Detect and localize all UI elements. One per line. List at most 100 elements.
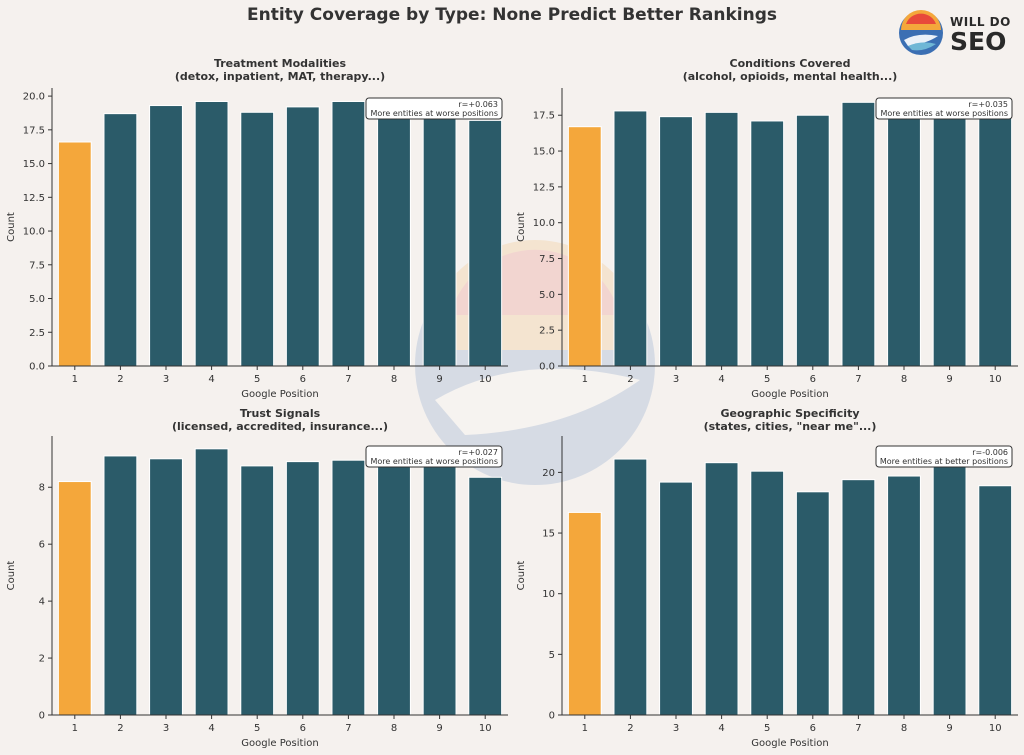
chart-title: Trust Signals <box>240 407 321 420</box>
y-tick-label: 20.0 <box>23 92 45 103</box>
annotation-direction: More entities at better positions <box>880 457 1008 466</box>
annotation-box <box>365 445 503 468</box>
annotation-correlation: r=+0.035 <box>968 100 1008 109</box>
x-tick-label: 8 <box>391 723 397 734</box>
bar-position-10 <box>468 476 503 716</box>
x-tick-label: 9 <box>436 374 442 385</box>
y-tick-label: 17.5 <box>533 111 555 122</box>
x-tick-label: 5 <box>254 374 260 385</box>
figure-title: Entity Coverage by Type: None Predict Be… <box>247 5 777 25</box>
y-tick-label: 5.0 <box>539 290 555 301</box>
bar-position-4 <box>704 111 739 367</box>
bar-position-8 <box>377 110 411 367</box>
x-tick-label: 1 <box>72 723 78 734</box>
x-tick-label: 9 <box>946 723 952 734</box>
bar-position-10 <box>978 111 1013 367</box>
y-tick-label: 2 <box>39 654 45 665</box>
chart-geographic-specificity: Geographic Specificity(states, cities, "… <box>516 407 1018 749</box>
bar-position-6 <box>795 114 830 367</box>
annotation-direction: More entities at worse positions <box>370 109 498 118</box>
x-tick-label: 5 <box>764 374 770 385</box>
bar-position-5 <box>750 120 785 367</box>
y-axis-label: Count <box>516 561 527 591</box>
x-tick-label: 7 <box>345 723 351 734</box>
y-tick-label: 7.5 <box>539 254 555 265</box>
bar-position-4 <box>194 448 229 716</box>
x-axis-label: Google Position <box>241 738 318 749</box>
y-tick-label: 2.5 <box>29 328 45 339</box>
bar-position-9 <box>932 106 967 367</box>
annotation-box <box>365 97 503 120</box>
x-tick-label: 7 <box>855 374 861 385</box>
bar-position-3 <box>149 458 183 716</box>
y-tick-label: 15 <box>542 529 555 540</box>
x-tick-label: 10 <box>989 723 1002 734</box>
bar-position-8 <box>887 106 921 367</box>
x-tick-label: 9 <box>946 374 952 385</box>
bar-position-5 <box>240 111 275 367</box>
chart-subtitle: (states, cities, "near me"...) <box>704 420 877 433</box>
x-tick-label: 8 <box>391 374 397 385</box>
bar-position-6 <box>285 106 320 367</box>
y-tick-label: 7.5 <box>29 260 45 271</box>
y-tick-label: 5 <box>549 650 555 661</box>
chart-subtitle: (detox, inpatient, MAT, therapy...) <box>175 70 385 83</box>
x-tick-label: 4 <box>208 723 214 734</box>
bar-position-4 <box>194 100 229 367</box>
x-tick-label: 10 <box>479 723 492 734</box>
x-tick-label: 7 <box>345 374 351 385</box>
bar-position-9 <box>932 450 967 716</box>
chart-title: Geographic Specificity <box>720 407 859 420</box>
annotation-correlation: r=+0.027 <box>458 448 498 457</box>
y-tick-label: 4 <box>39 597 45 608</box>
logo-icon <box>899 10 943 55</box>
chart-treatment-modalities: Treatment Modalities(detox, inpatient, M… <box>6 57 508 400</box>
bar-position-1 <box>57 481 92 716</box>
y-axis-label: Count <box>6 561 17 591</box>
bar-position-8 <box>377 463 411 716</box>
x-tick-label: 6 <box>810 374 816 385</box>
bar-position-1 <box>57 141 92 367</box>
x-tick-label: 3 <box>673 723 679 734</box>
chart-conditions-covered: Conditions Covered(alcohol, opioids, men… <box>516 57 1018 400</box>
y-tick-label: 15.0 <box>533 147 555 158</box>
x-tick-label: 6 <box>300 723 306 734</box>
y-tick-label: 6 <box>39 540 45 551</box>
bar-position-3 <box>659 116 693 367</box>
x-tick-label: 1 <box>582 723 588 734</box>
y-tick-label: 10 <box>542 589 555 600</box>
y-tick-label: 15.0 <box>23 159 45 170</box>
y-tick-label: 17.5 <box>23 125 45 136</box>
annotation-box <box>875 97 1013 120</box>
x-tick-label: 4 <box>718 374 724 385</box>
bar-position-4 <box>704 462 739 716</box>
y-tick-label: 10.0 <box>533 218 555 229</box>
bar-position-6 <box>795 491 830 716</box>
x-tick-label: 2 <box>627 374 633 385</box>
annotation-correlation: r=-0.006 <box>972 448 1008 457</box>
annotation-direction: More entities at worse positions <box>880 109 1008 118</box>
x-tick-label: 8 <box>901 723 907 734</box>
bar-position-5 <box>240 465 275 716</box>
x-tick-label: 1 <box>582 374 588 385</box>
bar-position-2 <box>103 455 138 716</box>
bar-position-9 <box>422 107 457 367</box>
bar-position-2 <box>613 458 648 716</box>
x-axis-label: Google Position <box>751 738 828 749</box>
x-axis-label: Google Position <box>751 389 828 400</box>
x-tick-label: 3 <box>163 374 169 385</box>
annotation-box <box>875 445 1013 468</box>
y-tick-label: 5.0 <box>29 294 45 305</box>
bar-position-6 <box>285 461 320 716</box>
y-tick-label: 2.5 <box>539 326 555 337</box>
y-tick-label: 0 <box>39 711 45 722</box>
logo-line2: SEO <box>950 27 1007 56</box>
bar-position-8 <box>887 475 921 716</box>
y-tick-label: 0.0 <box>29 362 45 373</box>
y-tick-label: 12.5 <box>533 182 555 193</box>
bar-position-3 <box>659 481 693 716</box>
y-tick-label: 8 <box>39 483 45 494</box>
chart-title: Treatment Modalities <box>214 57 347 70</box>
x-tick-label: 4 <box>208 374 214 385</box>
x-tick-label: 3 <box>163 723 169 734</box>
